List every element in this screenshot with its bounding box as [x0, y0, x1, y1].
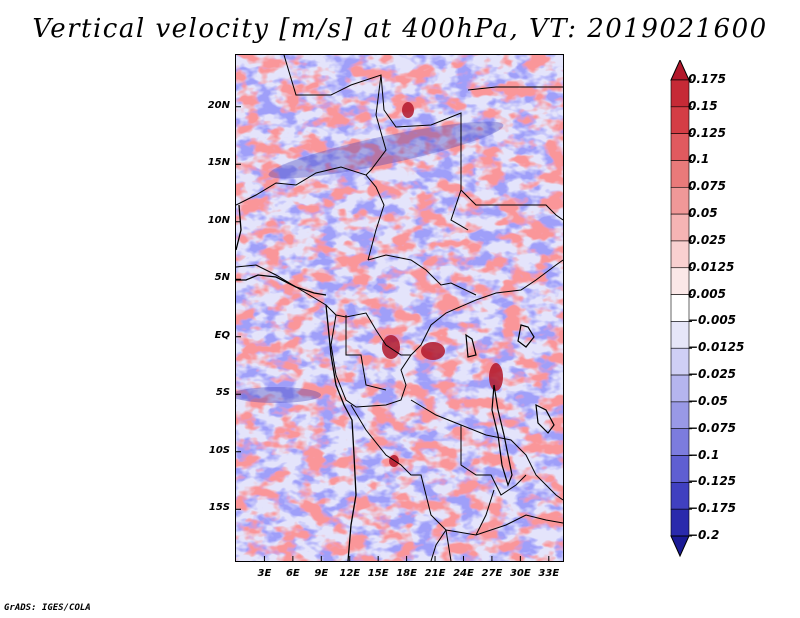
lat-label-eq: EQ — [214, 329, 230, 341]
colorbar-swatch — [670, 508, 690, 537]
colorbar-swatch — [670, 374, 690, 403]
colorbar-label: −0.05 — [688, 393, 728, 408]
lon-label-24e: 24E — [453, 568, 474, 579]
colorbar-swatch — [670, 106, 690, 134]
lon-label-6e: 6E — [285, 568, 300, 579]
colorbar-label: 0.025 — [688, 232, 726, 247]
colorbar-label: 0.15 — [688, 98, 718, 113]
colorbar-label: 0.05 — [688, 206, 718, 221]
colorbar-label: 0.125 — [688, 125, 726, 140]
lon-label-30e: 30E — [509, 568, 531, 579]
grads-credit: GrADS: IGES/COLA — [4, 603, 91, 613]
colorbar — [670, 60, 692, 558]
colorbar-label: −0.125 — [688, 474, 737, 489]
colorbar-swatch — [670, 160, 690, 188]
lat-label-10s: 10S — [208, 444, 230, 456]
colorbar-label: −0.075 — [688, 420, 737, 435]
lon-label-9e: 9E — [314, 568, 329, 579]
lat-label-5s: 5S — [215, 387, 230, 399]
colorbar-swatch — [670, 401, 690, 430]
colorbar-label: −0.2 — [688, 528, 720, 542]
colorbar-swatch — [670, 213, 690, 242]
colorbar-label: −0.175 — [688, 501, 737, 516]
colorbar-swatch — [670, 186, 690, 215]
lat-label-20n: 20N — [207, 99, 230, 111]
lat-label-15s: 15S — [208, 502, 230, 514]
lat-label-15n: 15N — [207, 157, 230, 169]
lat-label-5n: 5N — [214, 272, 230, 284]
colorbar-label: −0.025 — [688, 367, 737, 382]
vertical-velocity-field — [236, 55, 563, 561]
colorbar-swatch — [670, 240, 690, 269]
lon-label-33e: 33E — [538, 568, 560, 579]
colorbar-label: 0.175 — [688, 72, 726, 86]
colorbar-label: −0.0125 — [688, 340, 745, 355]
map-panel — [235, 54, 564, 562]
coastline — [236, 204, 357, 561]
map-svg — [236, 55, 563, 561]
colorbar-swatch — [670, 294, 690, 322]
colorbar-swatch — [670, 482, 690, 510]
country-borders — [236, 55, 563, 561]
lat-label-10n: 10N — [207, 214, 230, 226]
colorbar-swatch — [670, 321, 690, 349]
lon-label-18e: 18E — [396, 568, 417, 579]
lon-label-21e: 21E — [424, 568, 446, 579]
lon-label-15e: 15E — [367, 568, 389, 579]
colorbar-label: 0.075 — [688, 179, 726, 194]
colorbar-label: 0.005 — [688, 286, 726, 301]
colorbar-swatch — [670, 267, 690, 295]
colorbar-max-arrow — [670, 60, 690, 81]
colorbar-label: 0.1 — [688, 152, 710, 167]
colorbar-label: 0.0125 — [688, 259, 735, 274]
lon-label-27e: 27E — [481, 568, 503, 579]
colorbar-swatch — [670, 428, 690, 456]
colorbar-label: −0.005 — [688, 313, 737, 328]
colorbar-min-arrow — [670, 535, 690, 558]
chart-title: Vertical velocity [m/s] at 400hPa, VT: 2… — [32, 14, 768, 44]
colorbar-swatch — [670, 79, 690, 108]
lon-label-12e: 12E — [339, 568, 361, 579]
colorbar-swatch — [670, 347, 690, 376]
colorbar-swatch — [670, 455, 690, 483]
axis-ticks — [236, 106, 550, 561]
convective-hotspots — [382, 102, 503, 467]
colorbar-label: −0.1 — [688, 447, 720, 462]
colorbar-swatch — [670, 133, 690, 161]
great-lakes — [465, 324, 555, 487]
lon-label-3e: 3E — [257, 568, 272, 579]
